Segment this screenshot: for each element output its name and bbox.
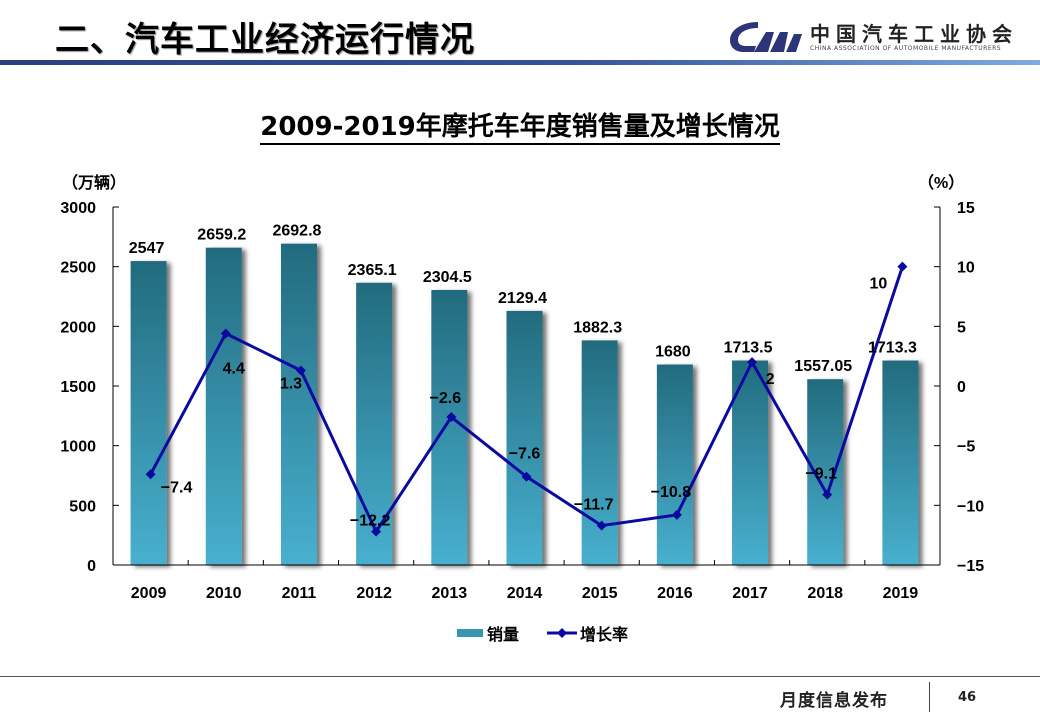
x-tick-label: 2012 [356, 585, 392, 602]
bar-value-label: 1713.5 [724, 340, 773, 357]
x-tick-label: 2016 [657, 585, 693, 602]
y-tick-label-left: 1000 [60, 439, 96, 456]
growth-marker-2015 [596, 520, 607, 531]
footer-rule [0, 676, 1040, 677]
logo: 中国汽车工业协会 CHINA ASSOCIATION OF AUTOMOBILE… [728, 14, 1028, 58]
y-axis-label-left: （万辆） [62, 173, 126, 192]
y-tick-label-right: 5 [957, 319, 966, 336]
growth-marker-2011 [295, 365, 306, 376]
y-tick-label-left: 500 [69, 498, 96, 515]
logo-cn-text: 中国汽车工业协会 [810, 22, 1018, 46]
legend-swatch-growth-marker [557, 628, 567, 638]
legend-swatch-sales [457, 629, 483, 637]
chart-title: 2009-2019年摩托车年度销售量及增长情况 [260, 112, 780, 145]
logo-en-text: CHINA ASSOCIATION OF AUTOMOBILE MANUFACT… [810, 45, 1002, 52]
legend-label-growth: 增长率 [580, 625, 628, 644]
growth-marker-2017 [747, 357, 758, 368]
line-value-label: −11.7 [574, 497, 614, 514]
header-rule [0, 60, 1040, 65]
line-value-label: −7.4 [161, 479, 193, 496]
y-tick-label-left: 1500 [60, 379, 96, 396]
bar-2015 [581, 340, 618, 565]
line-value-label: −12.2 [350, 513, 391, 530]
bar-value-label: 1713.3 [868, 340, 917, 357]
y-tick-label-right: −15 [957, 558, 984, 575]
y-tick-label-left: 2000 [60, 319, 96, 336]
x-tick-label: 2014 [507, 585, 543, 602]
y-tick-label-right: 0 [957, 379, 966, 396]
bar-2014 [506, 310, 543, 565]
x-tick-label: 2019 [883, 585, 919, 602]
x-tick-label: 2018 [807, 585, 843, 602]
y-tick-label-right: 15 [957, 200, 975, 217]
bar-2019 [882, 360, 919, 565]
line-value-label: 2 [766, 371, 775, 388]
bar-value-label: 2304.5 [423, 269, 472, 286]
bar-value-label: 1680 [655, 344, 691, 361]
bar-2013 [431, 289, 468, 565]
growth-marker-2019 [897, 261, 908, 272]
line-value-label: −7.6 [509, 446, 541, 463]
bar-value-label: 1882.3 [573, 319, 622, 336]
bar-2017 [732, 360, 769, 565]
x-tick-label: 2017 [732, 585, 768, 602]
slide-title: 二、汽车工业经济运行情况 [55, 20, 475, 60]
growth-marker-2010 [220, 328, 231, 339]
line-value-label: −9.1 [805, 466, 837, 483]
growth-marker-2018 [822, 489, 833, 500]
bar-2016 [656, 364, 693, 565]
bar-value-label: 2547 [129, 240, 165, 257]
bar-2009 [130, 261, 167, 565]
bar-value-label: 2129.4 [498, 290, 547, 307]
y-tick-label-left: 3000 [60, 200, 96, 217]
bar-2010 [205, 247, 242, 565]
footer-separator [929, 682, 930, 712]
growth-marker-2009 [145, 469, 156, 480]
cam-logo-icon [730, 22, 802, 52]
legend-label-sales: 销量 [487, 625, 519, 644]
page-number: 46 [958, 690, 977, 705]
x-tick-label: 2010 [206, 585, 242, 602]
growth-marker-2016 [671, 509, 682, 520]
y-tick-label-right: 10 [957, 260, 975, 277]
line-value-label: 4.4 [223, 360, 245, 377]
x-tick-label: 2013 [432, 585, 468, 602]
bar-2011 [280, 243, 317, 566]
line-value-label: −10.8 [651, 484, 692, 501]
growth-marker-2013 [446, 412, 457, 423]
y-tick-label-right: −10 [957, 498, 984, 515]
y-tick-label-left: 2500 [60, 260, 96, 277]
x-tick-label: 2011 [282, 585, 317, 602]
bar-value-label: 1557.05 [794, 358, 852, 375]
x-tick-label: 2015 [582, 585, 618, 602]
y-tick-label-left: 0 [87, 558, 96, 575]
line-value-label: 1.3 [280, 375, 302, 392]
y-tick-label-right: −5 [957, 439, 975, 456]
line-value-label: 10 [870, 276, 888, 293]
chart-title-wrap: 2009-2019年摩托车年度销售量及增长情况 [0, 106, 1040, 145]
y-axis-label-right: （%） [918, 174, 964, 192]
growth-marker-2014 [521, 471, 532, 482]
footer-label: 月度信息发布 [780, 691, 888, 711]
bar-value-label: 2659.2 [197, 227, 246, 244]
line-value-label: −2.6 [430, 390, 462, 407]
x-tick-label: 2009 [131, 585, 167, 602]
bar-value-label: 2365.1 [348, 262, 397, 279]
growth-marker-2012 [371, 526, 382, 537]
bar-value-label: 2692.8 [272, 223, 321, 240]
